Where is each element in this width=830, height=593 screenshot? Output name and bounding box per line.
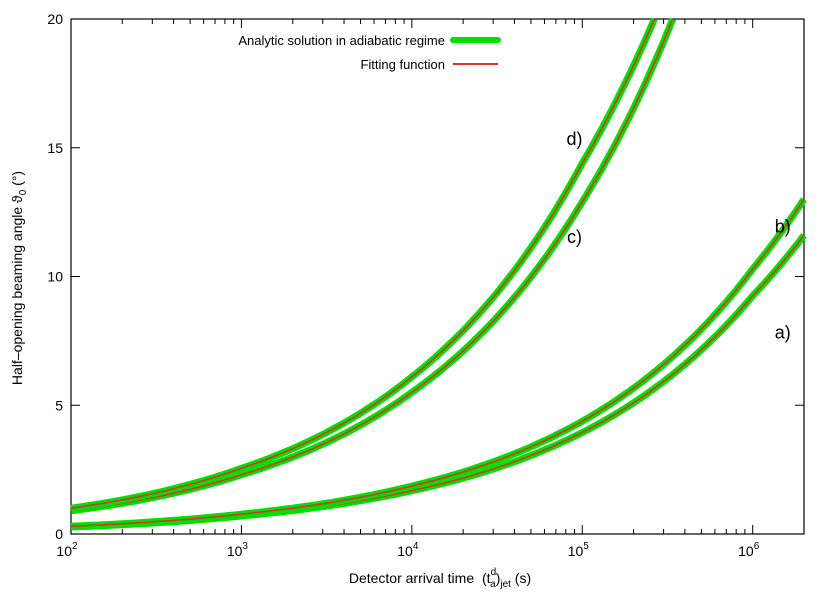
legend-label-fit: Fitting function [360, 57, 445, 72]
y-tick-label: 10 [47, 269, 63, 285]
curve-label: b) [775, 217, 791, 237]
series-analytic-2 [70, 17, 677, 515]
y-tick-label: 15 [47, 140, 63, 156]
y-tick-label: 0 [55, 526, 63, 542]
x-tick-label: 106 [738, 541, 760, 559]
curve-label: a) [775, 322, 791, 342]
axis-ticks: 0 5 10 15 20 102 103 104 105 106 [47, 11, 805, 559]
curve-label: c) [567, 227, 582, 247]
series-group [70, 17, 807, 531]
series-analytic-3 [70, 17, 658, 512]
series-fit-3 [70, 18, 656, 510]
series-fit-2 [70, 18, 674, 512]
x-axis-label: Detector arrival time (td a)jet (s) [349, 567, 531, 590]
x-tick-label: 104 [397, 541, 419, 559]
legend-label-analytic: Analytic solution in adiabatic regime [238, 33, 445, 48]
y-tick-label: 20 [47, 11, 63, 27]
y-axis-label: Half–opening beaming angle ϑ0 (°) [9, 171, 29, 385]
legend: Analytic solution in adiabatic regime Fi… [238, 33, 501, 72]
x-tick-label: 103 [227, 541, 249, 559]
x-tick-label: 105 [568, 541, 590, 559]
y-tick-label: 5 [55, 397, 63, 413]
plot-frame [70, 18, 805, 535]
series-analytic-1 [70, 197, 807, 530]
x-tick-label: 102 [56, 541, 78, 559]
series-fit-1 [70, 198, 805, 528]
curve-label: d) [566, 129, 582, 149]
curve-labels: a) b) c) d) [566, 129, 790, 342]
